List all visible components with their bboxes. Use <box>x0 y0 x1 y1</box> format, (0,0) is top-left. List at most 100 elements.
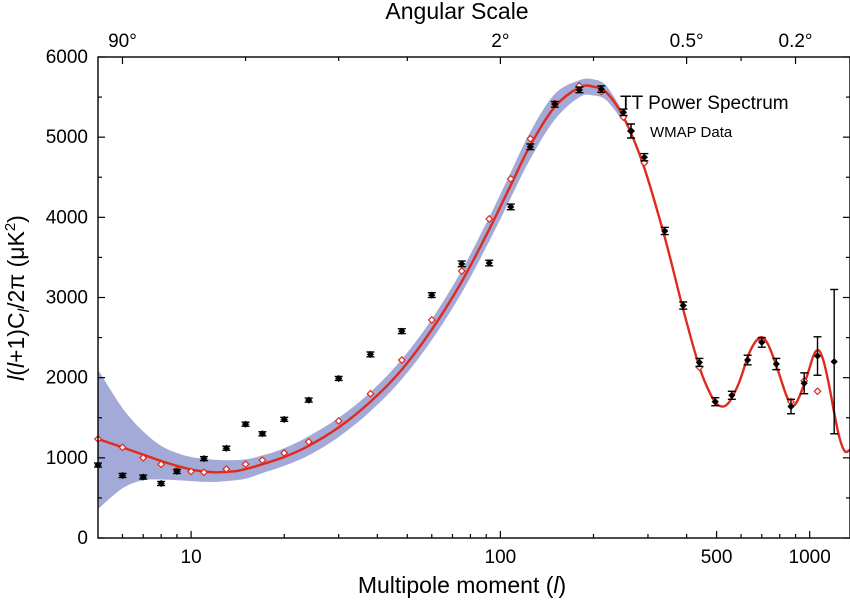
data-diamond <box>830 358 838 366</box>
wmap-data-point <box>139 473 148 481</box>
data-diamond <box>661 227 669 235</box>
data-diamond <box>619 108 628 116</box>
data-diamond <box>485 259 493 267</box>
data-diamond <box>711 398 719 406</box>
model-marker <box>258 456 267 465</box>
data-diamond <box>139 473 147 481</box>
model-curve <box>98 84 850 474</box>
top-tick-label: 0.5° <box>670 31 704 52</box>
data-diamond <box>800 379 808 387</box>
x-tick-label: 1000 <box>789 547 831 568</box>
wmap-data-point <box>597 85 606 93</box>
y-tick-label: 2000 <box>46 368 88 389</box>
wmap-data-layer <box>94 85 839 488</box>
model-marker <box>280 448 289 458</box>
data-diamond <box>551 100 559 108</box>
wmap-data-point <box>786 398 795 415</box>
y-tick-label: 4000 <box>46 207 88 228</box>
y-tick-label: 0 <box>77 528 88 549</box>
data-diamond <box>640 153 648 161</box>
wmap-data-point <box>743 354 752 366</box>
wmap-data-point <box>506 203 515 211</box>
data-diamond <box>366 350 375 359</box>
wmap-data-point <box>280 415 289 423</box>
wmap-data-point <box>258 430 267 438</box>
tick-layer: 0 1000 2000 3000 4000 5000 6000 10 100 500 1000 90°… <box>46 31 850 568</box>
y-tick-label: 6000 <box>46 47 88 68</box>
top-tick-label: 90° <box>108 31 137 52</box>
wmap-data-point <box>727 390 736 401</box>
x-axis-label: Multipole moment (l) <box>358 572 566 598</box>
legend: TT Power Spectrum WMAP Data <box>620 93 789 141</box>
wmap-data-point <box>575 86 584 94</box>
model-marker <box>157 460 166 469</box>
wmap-data-point <box>757 336 766 348</box>
wmap-data-point <box>118 471 127 480</box>
data-diamond <box>787 402 795 411</box>
model-marker <box>304 437 313 446</box>
model-marker <box>241 460 250 469</box>
y-tick-label: 3000 <box>46 288 88 309</box>
data-diamond <box>173 467 181 476</box>
model-marker <box>334 416 343 426</box>
wmap-data-point <box>457 260 466 268</box>
wmap-data-point <box>157 479 166 488</box>
model-curve-layer <box>98 84 850 474</box>
y-axis-label: l(l+1)Cl/2π (μK2) <box>2 215 33 381</box>
wmap-data-point <box>830 288 839 435</box>
legend-item-wmap: WMAP Data <box>650 124 733 141</box>
wmap-data-point <box>660 226 669 236</box>
data-diamond <box>526 143 534 151</box>
data-diamond <box>280 415 288 423</box>
top-axis-label: Angular Scale <box>385 0 528 24</box>
data-diamond <box>118 471 127 480</box>
data-diamond <box>428 291 436 299</box>
data-diamond <box>335 374 343 383</box>
x-tick-label: 100 <box>485 547 517 568</box>
model-marker <box>506 174 515 183</box>
model-marker <box>397 355 406 365</box>
x-tick-label: 500 <box>701 547 733 568</box>
legend-diamond-icon <box>627 127 635 135</box>
data-diamond <box>398 327 406 335</box>
wmap-data-point <box>366 350 375 359</box>
wmap-data-point <box>711 397 720 407</box>
model-marker <box>457 266 466 276</box>
wmap-data-point <box>772 357 781 371</box>
wmap-data-point <box>199 455 208 463</box>
wmap-data-point <box>222 444 231 452</box>
wmap-data-point <box>427 291 436 299</box>
wmap-data-point <box>526 143 535 151</box>
wmap-data-point <box>241 420 250 428</box>
wmap-data-point <box>334 374 343 383</box>
model-marker <box>813 387 822 396</box>
data-diamond <box>758 338 766 346</box>
model-marker <box>366 389 375 398</box>
uncertainty-band-layer <box>98 78 624 510</box>
wmap-data-point <box>679 301 688 310</box>
data-diamond <box>695 358 704 367</box>
data-diamond <box>772 360 780 368</box>
legend-title: TT Power Spectrum <box>620 93 789 114</box>
data-diamond <box>813 352 822 360</box>
top-tick-label: 0.2° <box>779 31 813 52</box>
model-marker <box>118 443 127 452</box>
data-diamond <box>157 479 165 488</box>
data-diamond <box>575 86 583 94</box>
data-diamond <box>744 356 752 364</box>
data-diamond <box>597 85 605 93</box>
wmap-data-point <box>640 152 649 162</box>
x-tick-label: 10 <box>181 547 202 568</box>
wmap-data-point <box>485 259 494 267</box>
data-diamond <box>679 301 687 310</box>
y-tick-label: 1000 <box>46 448 88 469</box>
data-diamond <box>222 444 230 452</box>
wmap-data-point <box>813 336 822 376</box>
wmap-data-point <box>550 100 559 108</box>
model-marker <box>485 214 494 223</box>
wmap-data-point <box>800 372 809 395</box>
model-marker <box>187 467 196 476</box>
model-marker <box>139 453 148 462</box>
data-diamond <box>728 391 736 399</box>
